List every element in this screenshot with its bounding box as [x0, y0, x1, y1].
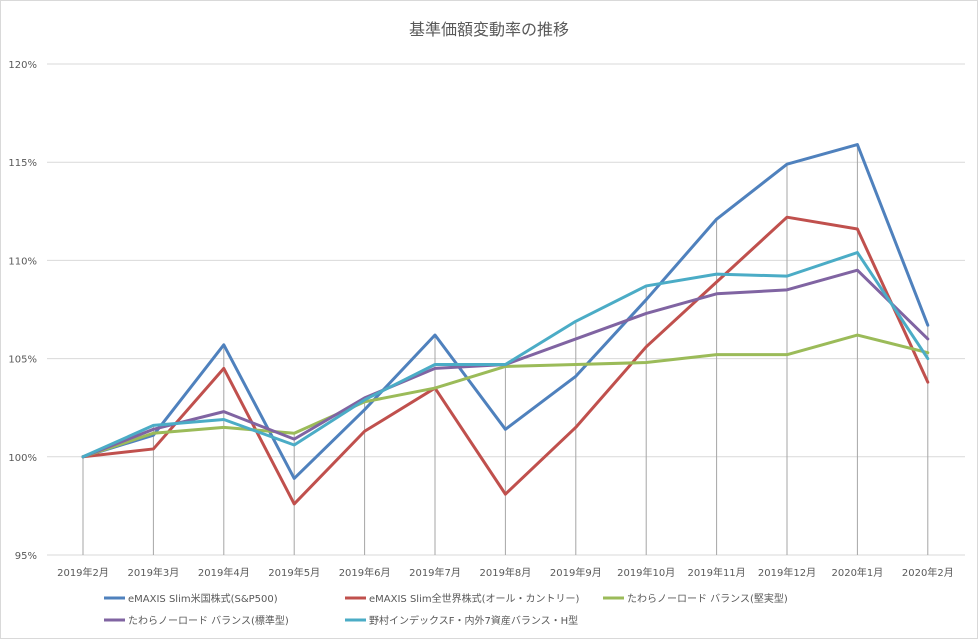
legend-label: たわらノーロード バランス(堅実型) — [627, 592, 788, 605]
series-lines — [81, 143, 930, 506]
chart-title: 基準価額変動率の推移 — [409, 20, 569, 39]
y-tick-label: 115% — [8, 158, 37, 169]
x-tick-label: 2019年4月 — [198, 566, 250, 579]
legend-label: 野村インデックスF・内外7資産バランス・H型 — [369, 614, 578, 627]
series-line — [81, 333, 930, 459]
y-tick-label: 100% — [8, 453, 37, 464]
series-line — [81, 251, 930, 459]
gridlines — [47, 63, 965, 556]
legend: eMAXIS Slim米国株式(S&P500) eMAXIS Slim全世界株式(… — [104, 592, 788, 627]
y-tick-label: 110% — [8, 256, 37, 267]
x-tick-label: 2019年10月 — [617, 566, 675, 579]
y-tick-label: 95% — [15, 551, 37, 562]
legend-label: eMAXIS Slim米国株式(S&P500) — [128, 592, 278, 605]
x-tick-label: 2019年11月 — [688, 566, 746, 579]
x-tick-label: 2019年6月 — [339, 566, 391, 579]
x-tick-label: 2019年7月 — [409, 566, 461, 579]
series-line — [81, 143, 930, 480]
x-tick-label: 2019年5月 — [268, 566, 320, 579]
x-tick-label: 2019年8月 — [479, 566, 531, 579]
x-tick-label: 2019年12月 — [758, 566, 816, 579]
axes: 95% 100% 105% 110% 115% 120% 2019年2月 2019年3月 201… — [8, 60, 953, 579]
legend-label: たわらノーロード バランス(標準型) — [128, 614, 289, 627]
series-line — [81, 215, 930, 506]
legend-label: eMAXIS Slim全世界株式(オール・カントリー) — [369, 592, 579, 605]
x-tick-label: 2020年2月 — [902, 566, 954, 579]
x-tick-label: 2019年3月 — [127, 566, 179, 579]
y-tick-label: 105% — [8, 355, 37, 366]
x-tick-label: 2019年2月 — [57, 566, 109, 579]
y-tick-label: 120% — [8, 60, 37, 71]
x-tick-label: 2019年9月 — [550, 566, 602, 579]
x-tick-label: 2020年1月 — [831, 566, 883, 579]
